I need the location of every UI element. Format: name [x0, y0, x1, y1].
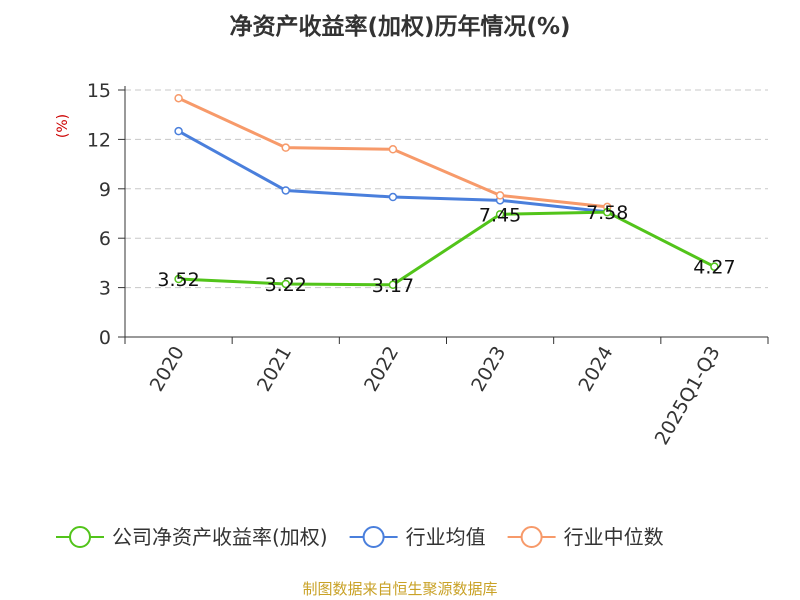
- data-label: 7.45: [479, 204, 521, 226]
- x-tick-label: 2020: [146, 343, 189, 396]
- chart-title: 净资产收益率(加权)历年情况(%): [229, 13, 570, 40]
- series-point-0: [388, 280, 398, 290]
- legend-marker-icon: [362, 526, 385, 548]
- data-labels: 3.52 3.22 3.17 7.45 7.58 4.27: [157, 202, 735, 297]
- source-note: 制图数据来自恒生聚源数据库: [302, 580, 497, 598]
- data-label: 4.27: [693, 257, 735, 279]
- series-layer: [174, 93, 719, 290]
- y-tick-label: 9: [99, 179, 111, 201]
- data-label: 7.58: [586, 202, 628, 224]
- series-point-1: [281, 186, 290, 195]
- data-label: 3.22: [265, 274, 307, 296]
- series-point-2: [174, 93, 183, 103]
- legend-marker-icon: [520, 526, 543, 548]
- series-point-2: [281, 143, 290, 152]
- y-tick-label: 3: [99, 278, 111, 300]
- y-tick-label: 12: [87, 129, 111, 151]
- legend-marker-icon: [69, 526, 91, 548]
- x-tick-label: 2021: [253, 343, 296, 396]
- legend[interactable]: 公司净资产收益率(加权) 行业均值 行业中位数: [56, 525, 664, 549]
- x-tick-label: 2022: [360, 343, 403, 396]
- series-point-0: [603, 207, 612, 217]
- data-label: 3.17: [372, 275, 414, 297]
- series-point-0: [710, 262, 719, 271]
- data-label: 3.52: [157, 269, 199, 291]
- series-point-2: [388, 145, 398, 154]
- y-tick-label: 6: [99, 228, 111, 250]
- x-tick-label: 2024: [574, 343, 617, 396]
- series-point-0: [281, 279, 290, 289]
- legend-item-0[interactable]: 公司净资产收益率(加权): [56, 525, 328, 549]
- series-point-1: [174, 126, 183, 136]
- x-tick-label: 2025Q1-Q3: [651, 343, 725, 449]
- legend-label: 行业中位数: [564, 525, 664, 549]
- series-line-0: [178, 210, 716, 287]
- legend-label: 公司净资产收益率(加权): [112, 525, 328, 549]
- y-tick-label: 15: [87, 80, 111, 102]
- series-point-1: [388, 192, 398, 202]
- y-tick-label: 0: [99, 327, 111, 349]
- legend-item-1[interactable]: 行业均值: [349, 525, 486, 549]
- series-point-0: [495, 210, 505, 219]
- x-tick-label: 2023: [467, 343, 510, 396]
- legend-label: 行业均值: [406, 525, 486, 549]
- series-point-2: [495, 191, 505, 200]
- y-axis-label: (%): [55, 114, 71, 138]
- legend-item-2[interactable]: 行业中位数: [507, 525, 664, 549]
- series-point-0: [174, 274, 183, 284]
